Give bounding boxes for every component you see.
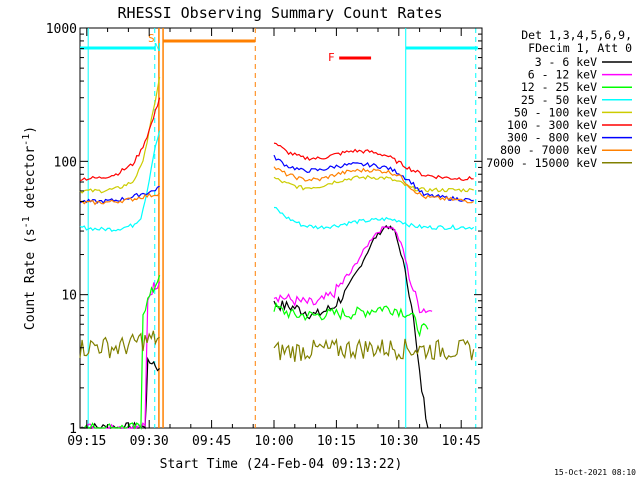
legend-entry-label: 800 - 7000 keV [500,143,597,157]
series-line [273,302,429,338]
x-tick-label: 10:45 [442,434,481,449]
x-tick-label: 10:30 [379,434,418,449]
saa-flag-label: S [148,32,155,45]
x-tick-label: 10:15 [317,434,356,449]
y-tick-label: 1 [69,422,77,437]
chart-title: RHESSI Observing Summary Count Rates [117,4,442,22]
y-axis-label-mid: detector [23,146,38,217]
series-line [273,142,474,182]
series-line [273,337,475,362]
plot-frame [79,27,483,429]
plot-area: SN F 09:15 09:30 09:45 10:00 10:15 10:30 10:45 1… [46,22,483,449]
y-axis-label-pre: Count Rate (s [23,228,38,330]
legend-entry-label: 7000 - 15000 keV [486,156,597,170]
legend-entry-label: 12 - 25 keV [521,80,597,94]
y-tick-label: 100 [54,155,77,170]
legend-entry-label: 25 - 50 keV [521,93,597,107]
x-tick-label: 09:30 [130,434,169,449]
series-line [273,166,474,204]
series-line [273,224,429,429]
series-line [79,356,161,430]
x-axis-label: Start Time (24-Feb-04 09:13:22) [160,457,403,472]
series-line [80,275,161,431]
series-line [79,76,161,194]
series-line [80,281,161,430]
legend-header-line-2: FDecim 1, Att 0 [528,41,632,55]
series-line [79,130,161,232]
legend-entry-label: 300 - 800 keV [507,131,597,145]
x-tick-label: 09:45 [192,434,231,449]
y-tick-label: 1000 [46,22,77,37]
y-tick-label: 10 [61,289,77,304]
series-line [273,226,433,314]
legend-header-line-1: Det 1,3,4,5,6,9, [521,28,632,42]
series-line [273,174,474,193]
y-axis-label: Count Rate (s-1 detector-1) [21,126,38,330]
legend: Det 1,3,4,5,6,9, FDecim 1, Att 0 3 - 6 k… [486,28,632,170]
series-line [79,97,161,182]
y-axis-label-sup1: -1 [21,216,32,228]
y-axis-label-sup2: -1 [21,134,32,146]
legend-entry-label: 3 - 6 keV [535,55,597,69]
legend-entry-label: 6 - 12 keV [528,68,597,82]
series-line [273,154,474,202]
series-line [79,330,160,359]
series-line [79,192,161,206]
series-line [273,206,475,230]
y-axis-label-post: ) [23,126,38,134]
observing-flag-markers: SN F [80,28,478,428]
axes: 09:15 09:30 09:45 10:00 10:15 10:30 10:45 1 10 10… [46,22,483,449]
x-tick-label: 10:00 [254,434,293,449]
legend-entry-label: 50 - 100 keV [514,105,597,119]
series-layer [79,76,475,431]
x-tick-label: 09:15 [67,434,106,449]
generated-timestamp: 15-Oct-2021 08:10 [554,468,636,477]
flare-flag-label: F [328,51,335,64]
night-flag-label: N [154,41,161,54]
legend-entry-label: 100 - 300 keV [507,118,597,132]
